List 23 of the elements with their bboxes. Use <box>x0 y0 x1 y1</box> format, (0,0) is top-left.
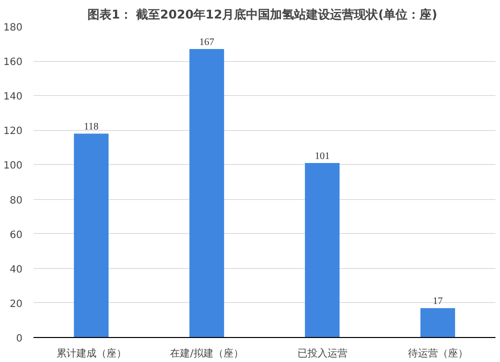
x-tick-label: 累计建成（座） <box>56 348 126 360</box>
y-tick-label: 60 <box>10 230 23 241</box>
bar <box>189 48 224 338</box>
y-tick-label: 20 <box>10 298 23 310</box>
data-label: 17 <box>432 296 443 308</box>
y-tick-label: 40 <box>10 264 23 276</box>
y-tick-label: 80 <box>10 195 23 206</box>
y-tick-label: 120 <box>3 126 23 138</box>
x-tick-label: 在建/拟建（座） <box>170 348 244 360</box>
data-label: 167 <box>199 36 214 48</box>
chart-title: 图表1： 截至2020年12月底中国加氢站建设运营现状(单位：座) <box>88 8 438 22</box>
data-label: 118 <box>84 122 99 133</box>
y-tick-label: 180 <box>3 22 23 34</box>
y-tick-label: 100 <box>3 160 23 172</box>
x-tick-label: 已投入运营 <box>297 348 348 360</box>
y-tick-label: 140 <box>3 92 23 103</box>
bar <box>74 134 109 338</box>
bar <box>304 162 340 338</box>
y-tick-label: 0 <box>16 334 23 344</box>
x-tick-label: 待运营（座） <box>408 348 468 360</box>
bar <box>420 308 456 338</box>
y-tick-label: 160 <box>3 57 23 68</box>
data-label: 101 <box>314 150 330 162</box>
